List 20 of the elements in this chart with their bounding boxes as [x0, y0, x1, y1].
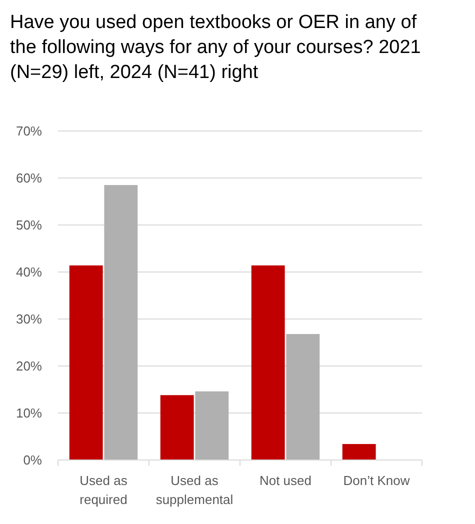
x-tick-label: Used as required — [80, 473, 128, 507]
y-tick-label: 70% — [16, 124, 42, 139]
y-tick-label: 30% — [16, 312, 42, 327]
y-tick-label: 10% — [16, 406, 42, 421]
bar — [342, 444, 376, 460]
bar — [251, 265, 285, 460]
bar — [104, 185, 138, 460]
x-tick-label: Not used — [259, 473, 312, 488]
bar — [195, 391, 229, 460]
x-tick-label: Don’t Know — [343, 473, 410, 488]
y-tick-label: 20% — [16, 358, 42, 374]
y-tick-label: 50% — [16, 218, 42, 233]
bar — [69, 265, 103, 460]
bar — [286, 334, 320, 460]
chart-title: Have you used open textbooks or OER in any of the following ways for any of your courses? 2021 (N=29) left, 2024 (N=41) right — [10, 12, 421, 83]
bar — [160, 395, 194, 460]
y-tick-label: 0% — [23, 452, 42, 468]
x-tick-label: Used as supplemental — [156, 473, 234, 507]
y-tick-label: 40% — [16, 264, 42, 280]
y-tick-label: 60% — [16, 170, 42, 186]
